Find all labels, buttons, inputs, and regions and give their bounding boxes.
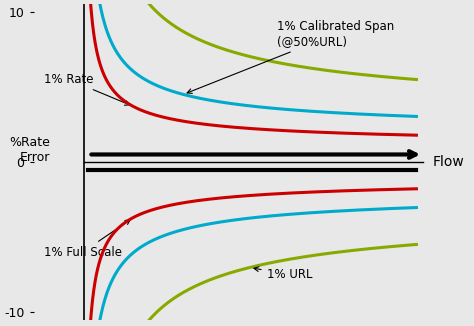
Text: 1% Calibrated Span
(@50%URL): 1% Calibrated Span (@50%URL)	[187, 20, 394, 93]
Text: 1% Rate: 1% Rate	[44, 73, 130, 105]
Text: Flow: Flow	[433, 155, 465, 169]
Text: 1% Full Scale: 1% Full Scale	[44, 220, 130, 259]
Text: %Rate
Error: %Rate Error	[9, 136, 50, 164]
Text: 1% URL: 1% URL	[254, 267, 312, 281]
